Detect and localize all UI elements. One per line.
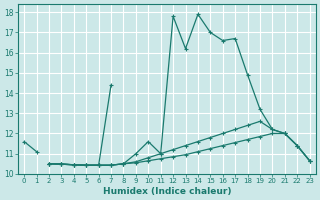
X-axis label: Humidex (Indice chaleur): Humidex (Indice chaleur)	[103, 187, 231, 196]
